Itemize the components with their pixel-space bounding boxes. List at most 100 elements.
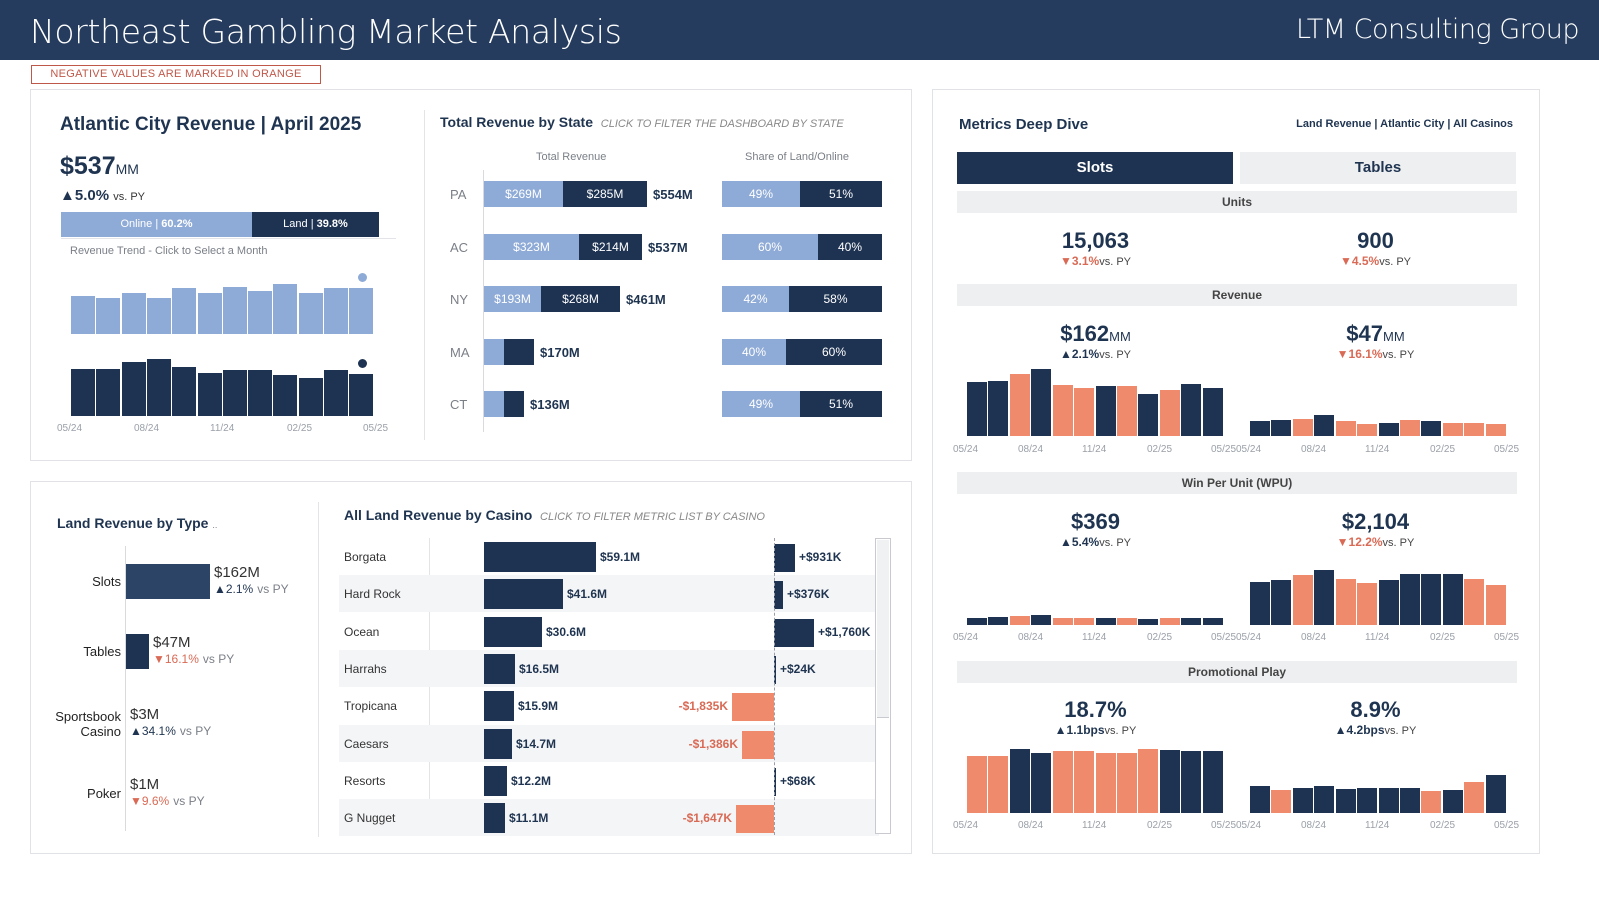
- casino-scrollbar[interactable]: [875, 538, 891, 834]
- metric-bar[interactable]: [1181, 384, 1201, 436]
- selected-month-dot[interactable]: [358, 273, 367, 282]
- state-online-share[interactable]: 40%: [722, 338, 786, 365]
- trend-bar[interactable]: [273, 375, 297, 416]
- metric-bar[interactable]: [1293, 788, 1313, 813]
- trend-bar[interactable]: [299, 378, 323, 416]
- casino-revenue-bar[interactable]: [484, 728, 512, 759]
- metric-bar[interactable]: [1250, 582, 1270, 625]
- state-online-bar[interactable]: $269M: [484, 181, 563, 207]
- casino-delta-bar[interactable]: [774, 618, 814, 647]
- state-land-bar[interactable]: $268M: [541, 286, 620, 312]
- casino-revenue-bar[interactable]: [484, 616, 542, 647]
- state-online-share[interactable]: 42%: [722, 286, 789, 312]
- casino-revenue-bar[interactable]: [484, 765, 507, 796]
- casino-delta-bar[interactable]: [774, 655, 776, 684]
- trend-bar[interactable]: [299, 293, 323, 334]
- wpu-slots-chart[interactable]: [967, 558, 1224, 625]
- promo-slots-chart[interactable]: [967, 746, 1224, 813]
- metric-bar[interactable]: [1421, 421, 1441, 436]
- state-land-share[interactable]: 60%: [786, 338, 882, 365]
- metric-bar[interactable]: [1203, 388, 1223, 436]
- revenue-slots-chart[interactable]: [967, 369, 1224, 436]
- casino-row[interactable]: Tropicana $15.9M -$1,835K: [339, 687, 879, 724]
- metric-bar[interactable]: [1486, 585, 1506, 625]
- metric-bar[interactable]: [1314, 415, 1334, 436]
- metric-bar[interactable]: [1074, 388, 1094, 436]
- metric-bar[interactable]: [1421, 574, 1441, 625]
- state-land-bar[interactable]: $214M: [579, 233, 642, 260]
- metric-bar[interactable]: [1379, 580, 1399, 625]
- casino-delta-bar[interactable]: [736, 805, 774, 834]
- metric-bar[interactable]: [1010, 616, 1030, 625]
- trend-bar[interactable]: [324, 288, 348, 334]
- metric-bar[interactable]: [1250, 786, 1270, 813]
- state-online-bar[interactable]: [484, 391, 504, 417]
- metric-bar[interactable]: [1053, 385, 1073, 436]
- metric-bar[interactable]: [1443, 423, 1463, 436]
- casino-delta-bar[interactable]: [774, 767, 776, 796]
- land-type-bar[interactable]: [126, 634, 149, 669]
- metric-bar[interactable]: [1031, 615, 1051, 625]
- trend-bar[interactable]: [248, 291, 272, 334]
- metric-bar[interactable]: [1336, 421, 1356, 436]
- metric-bar[interactable]: [1400, 788, 1420, 813]
- state-label[interactable]: NY: [450, 292, 469, 307]
- casino-name[interactable]: Caesars: [344, 736, 389, 751]
- casino-name[interactable]: Hard Rock: [344, 587, 401, 602]
- trend-bar[interactable]: [96, 298, 120, 334]
- casino-delta-bar[interactable]: [774, 544, 795, 572]
- casino-row[interactable]: Caesars $14.7M -$1,386K: [339, 724, 879, 762]
- metric-bar[interactable]: [1010, 374, 1030, 436]
- casino-row[interactable]: Harrahs $16.5M +$24K: [339, 649, 879, 687]
- casino-row[interactable]: G Nugget $11.1M -$1,647K: [339, 799, 879, 837]
- metric-bar[interactable]: [1181, 751, 1201, 813]
- casino-revenue-bar[interactable]: [484, 803, 505, 834]
- online-land-split-bar[interactable]: Online | 60.2% Land | 39.8%: [61, 212, 379, 237]
- metric-bar[interactable]: [1160, 750, 1180, 813]
- casino-delta-bar[interactable]: [742, 730, 774, 759]
- metric-bar[interactable]: [1379, 788, 1399, 813]
- trend-bar[interactable]: [172, 288, 196, 334]
- selected-month-dot[interactable]: [358, 359, 367, 368]
- metric-bar[interactable]: [1271, 580, 1291, 625]
- metric-bar[interactable]: [1271, 420, 1291, 436]
- metric-bar[interactable]: [1031, 753, 1051, 813]
- metric-bar[interactable]: [1421, 791, 1441, 813]
- state-land-share[interactable]: 51%: [800, 391, 882, 417]
- metric-bar[interactable]: [1379, 423, 1399, 436]
- state-label[interactable]: AC: [450, 239, 469, 255]
- trend-bar[interactable]: [147, 359, 171, 416]
- metric-bar[interactable]: [988, 381, 1008, 436]
- land-type-bar[interactable]: [126, 564, 210, 599]
- casino-name[interactable]: Ocean: [344, 624, 380, 639]
- metric-bar[interactable]: [1357, 788, 1377, 813]
- metric-bar[interactable]: [1181, 618, 1201, 625]
- scrollbar-thumb[interactable]: [877, 540, 889, 718]
- state-label[interactable]: MA: [450, 344, 470, 360]
- metric-bar[interactable]: [1357, 424, 1377, 436]
- metric-bar[interactable]: [1074, 618, 1094, 625]
- casino-row[interactable]: Borgata $59.1M +$931K: [339, 538, 879, 575]
- casino-name[interactable]: Tropicana: [344, 699, 397, 714]
- metric-bar[interactable]: [1314, 786, 1334, 813]
- trend-bar[interactable]: [248, 370, 272, 416]
- metric-bar[interactable]: [1010, 749, 1030, 813]
- metric-bar[interactable]: [1117, 386, 1137, 436]
- land-trend-chart[interactable]: [71, 352, 375, 416]
- trend-bar[interactable]: [122, 293, 146, 334]
- metric-bar[interactable]: [1464, 423, 1484, 436]
- casino-name[interactable]: G Nugget: [344, 811, 396, 826]
- metric-bar[interactable]: [1357, 583, 1377, 625]
- metric-bar[interactable]: [1031, 369, 1051, 436]
- casino-revenue-bar[interactable]: [484, 691, 514, 722]
- casino-name[interactable]: Resorts: [344, 773, 386, 788]
- state-online-bar[interactable]: [484, 338, 504, 365]
- metric-bar[interactable]: [1053, 751, 1073, 813]
- metric-bar[interactable]: [1293, 575, 1313, 625]
- casino-revenue-bar[interactable]: [484, 542, 596, 572]
- trend-bar[interactable]: [172, 367, 196, 416]
- online-trend-chart[interactable]: [71, 270, 375, 334]
- metric-bar[interactable]: [1096, 386, 1116, 436]
- trend-bar[interactable]: [96, 369, 120, 416]
- state-online-share[interactable]: 49%: [722, 391, 800, 417]
